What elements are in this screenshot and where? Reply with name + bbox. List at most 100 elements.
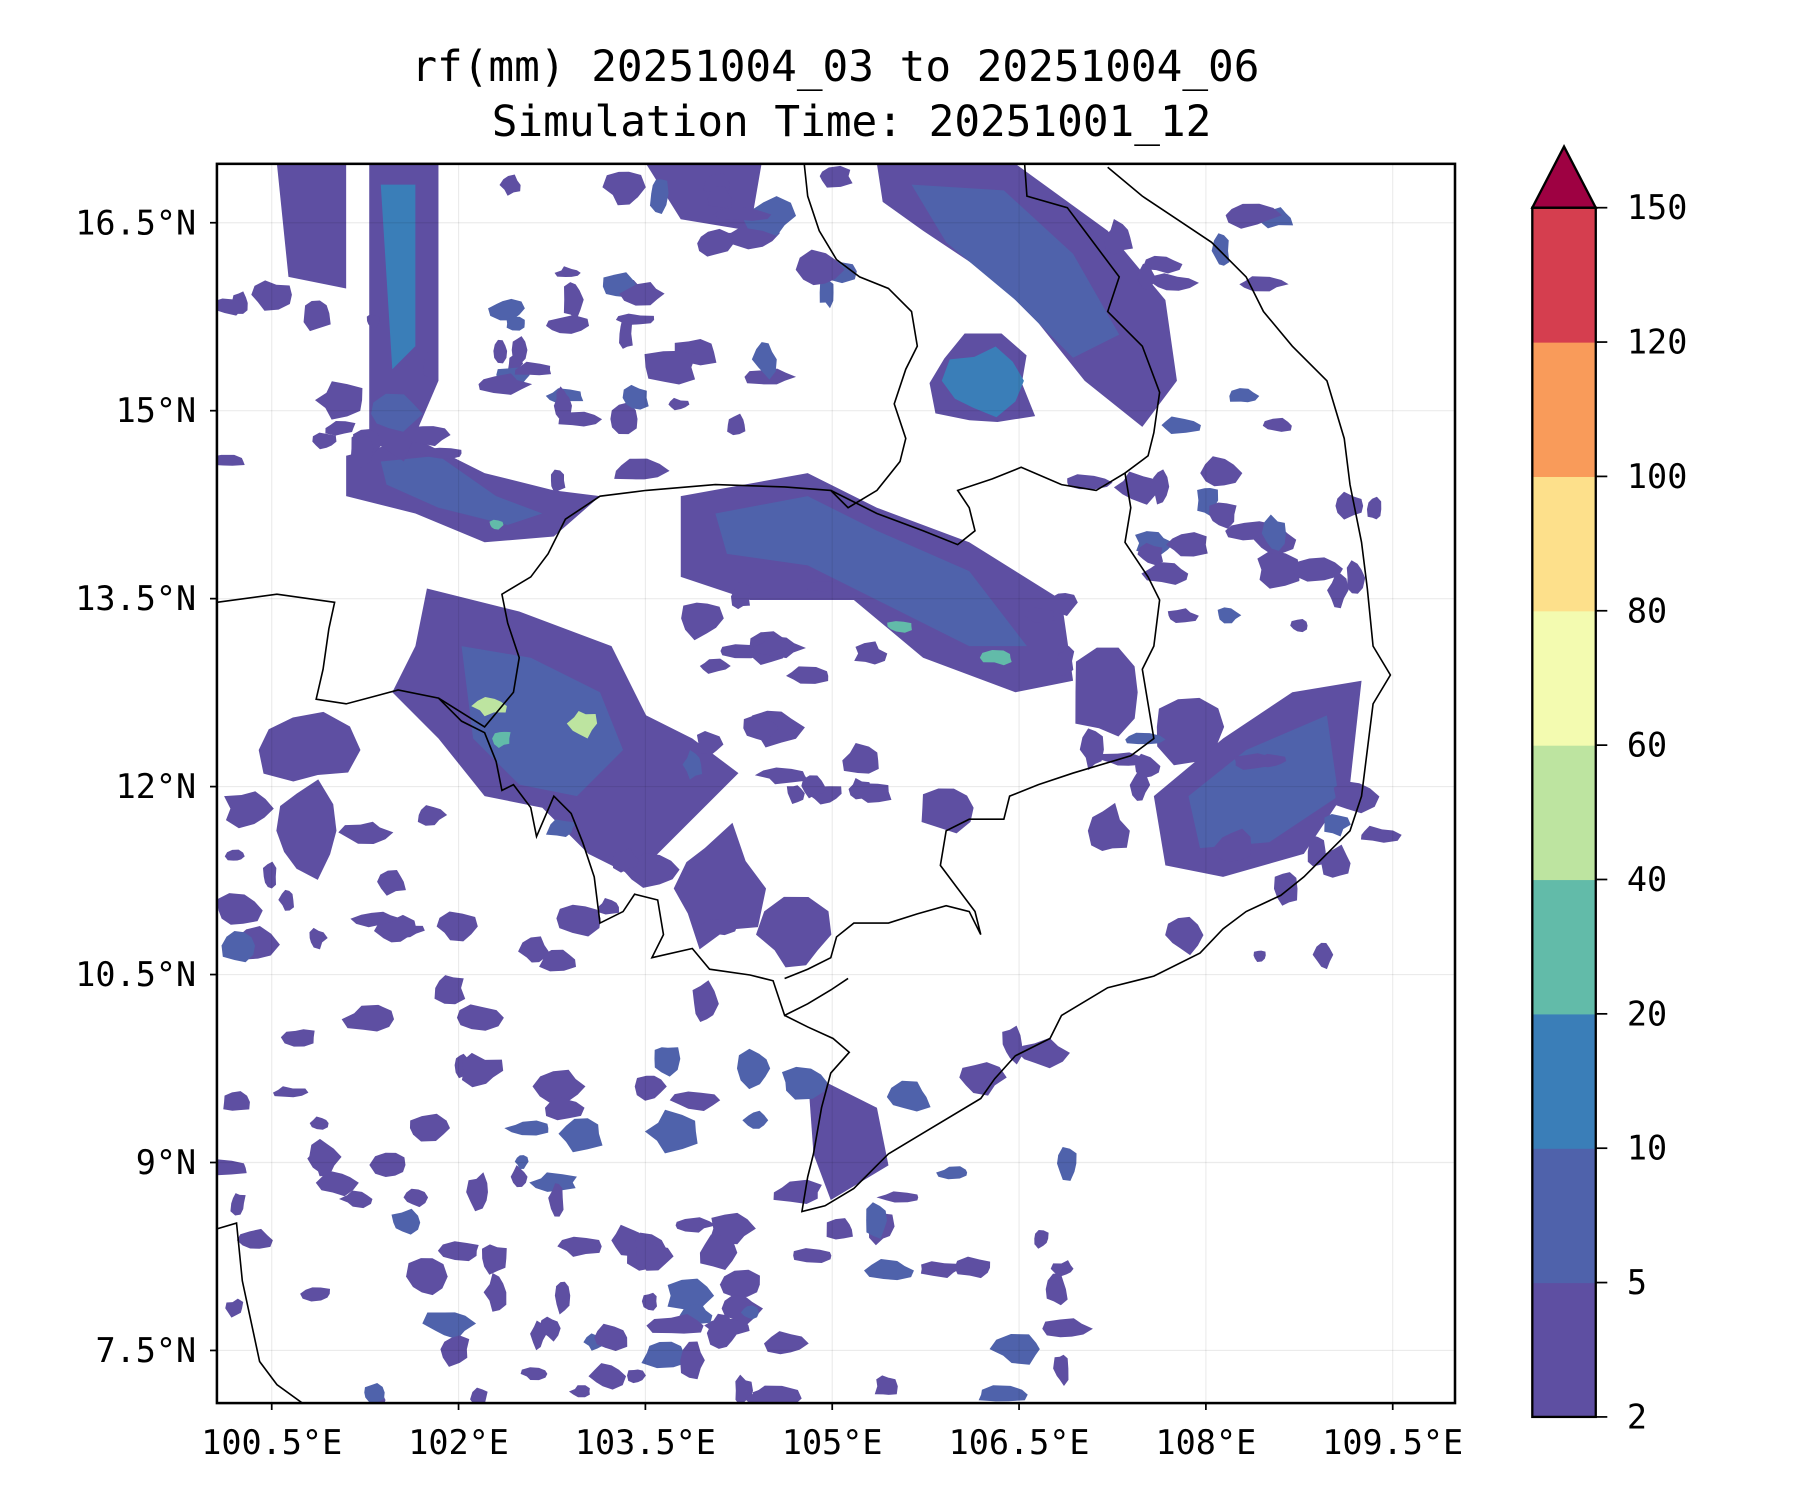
rain-contour — [461, 1052, 504, 1088]
rain-contour — [959, 1062, 1007, 1096]
rain-contour — [1225, 203, 1282, 229]
rain-contour — [558, 1118, 603, 1153]
rain-contour — [1346, 560, 1366, 594]
rain-contour — [610, 402, 638, 435]
rain-contour — [978, 1385, 1028, 1402]
rain-contour — [548, 1183, 564, 1217]
rain-contour — [224, 791, 274, 829]
rain-contour — [713, 207, 772, 221]
rain-contour — [1017, 1037, 1070, 1069]
rain-contour — [403, 1188, 429, 1208]
rain-contour — [673, 822, 767, 950]
rain-contour — [819, 280, 834, 309]
rain-contour — [848, 778, 873, 800]
rain-contour — [1161, 416, 1201, 434]
rain-contour — [417, 805, 448, 826]
rain-contour — [1290, 619, 1308, 633]
rain-contour — [492, 731, 511, 749]
rain-contour — [546, 315, 590, 334]
rain-contour — [278, 889, 294, 911]
rain-contour — [236, 1228, 273, 1249]
rain-contour — [627, 1369, 646, 1384]
rain-contour — [636, 1241, 674, 1271]
rain-contour — [280, 1029, 315, 1047]
rain-contour — [514, 1155, 529, 1169]
rain-contour — [751, 342, 777, 380]
rain-contour — [668, 397, 690, 411]
rain-contour — [377, 870, 406, 896]
rain-contour — [682, 750, 703, 780]
rain-contour — [1292, 557, 1343, 582]
coastline — [784, 166, 1392, 1213]
rain-contour — [312, 432, 337, 450]
rain-contour — [706, 1313, 738, 1349]
rain-contour — [223, 1091, 250, 1111]
rain-contour — [786, 666, 829, 684]
rain-contour — [423, 351, 438, 380]
rain-contour — [470, 1387, 488, 1404]
rain-contour — [1045, 1273, 1068, 1306]
rain-contour — [614, 458, 670, 480]
rain-contour — [1200, 456, 1243, 487]
rain-contour — [654, 1047, 681, 1077]
rain-contour — [697, 228, 734, 257]
rain-contour — [669, 1091, 721, 1112]
country-border — [438, 163, 919, 728]
rain-contour — [558, 411, 603, 427]
rain-contour — [886, 1080, 931, 1112]
rain-contour — [539, 949, 576, 972]
x-tick-label: 106.5°E — [949, 1423, 1090, 1462]
rain-contour — [594, 1323, 628, 1352]
rain-contour — [510, 1165, 528, 1188]
x-tick-label: 102°E — [408, 1423, 509, 1462]
rain-contour — [1135, 753, 1161, 779]
colorbar-tick-label: 120 — [1627, 323, 1687, 362]
y-tick-label: 16.5°N — [75, 203, 196, 242]
rain-contour — [1141, 562, 1189, 585]
rain-contour — [1261, 514, 1286, 551]
country-border — [784, 472, 1161, 980]
rain-contour — [1229, 388, 1260, 403]
y-tick-label: 10.5°N — [75, 955, 196, 994]
y-tick-label: 15°N — [116, 391, 197, 430]
rain-contour — [325, 421, 356, 436]
rain-contour — [230, 1193, 246, 1216]
rain-contour — [876, 1191, 919, 1203]
rain-contour — [807, 581, 840, 592]
rain-contour — [740, 1305, 759, 1320]
rain-contour — [735, 1374, 753, 1404]
colorbar-tick-label: 100 — [1627, 457, 1687, 496]
rain-band — [380, 455, 543, 525]
rain-contour — [801, 775, 825, 799]
rain-contour — [315, 1171, 359, 1197]
rain-contour — [1042, 1318, 1093, 1338]
rain-contour — [1214, 828, 1252, 862]
colorbar-segment — [1532, 1148, 1596, 1284]
rain-contour — [262, 861, 277, 889]
colorbar: 2 5 10 20 40 60 80 100 120 150 — [1530, 144, 1687, 1436]
rain-contour — [745, 1385, 802, 1404]
rain-contour — [436, 911, 478, 942]
rain-contour — [456, 1004, 504, 1031]
colorbar-segment — [1532, 879, 1596, 1015]
rain-contour — [602, 171, 646, 206]
rain-contour — [366, 313, 380, 330]
rain-contour — [1211, 233, 1230, 266]
rain-contour — [300, 1287, 330, 1302]
rain-contour — [619, 317, 633, 349]
rain-contour — [1333, 781, 1380, 814]
rain-contour — [568, 1385, 590, 1398]
rain-contour — [216, 1159, 247, 1176]
coastline — [216, 1222, 303, 1404]
rain-contour — [481, 1244, 507, 1275]
coastline — [216, 593, 849, 1017]
rain-contour — [1075, 647, 1138, 737]
rain-contour — [1209, 502, 1237, 529]
rain-contour — [532, 1069, 586, 1105]
rain-contour — [556, 904, 601, 937]
colorbar-extend-arrow — [1530, 144, 1598, 209]
rain-contour — [680, 1341, 705, 1380]
rainfall-contours — [216, 163, 1402, 1404]
colorbar-tick-label: 40 — [1627, 860, 1667, 899]
